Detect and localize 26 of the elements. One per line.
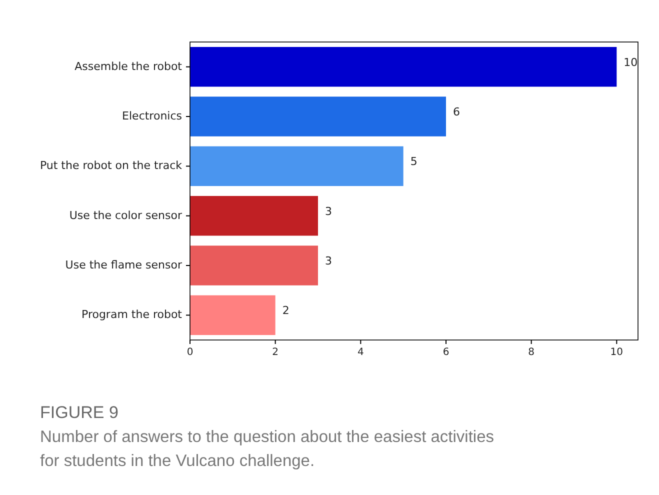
bar [190, 46, 617, 87]
y-tick-label: Assemble the robot [74, 60, 183, 73]
y-tick-label: Electronics [122, 110, 182, 123]
x-tick-label: 4 [357, 347, 364, 358]
x-tick-label: 0 [186, 347, 194, 358]
bar [190, 146, 404, 186]
bar [190, 96, 446, 136]
x-tick-label: 10 [610, 347, 624, 358]
data-label: 10 [624, 56, 638, 69]
y-tick-label: Use the color sensor [69, 208, 182, 222]
bar [190, 295, 276, 336]
data-label: 5 [410, 155, 418, 168]
x-tick-label: 6 [442, 347, 450, 358]
data-label: 6 [453, 106, 460, 119]
data-label: 2 [282, 304, 290, 318]
y-tick-label: Program the robot [82, 308, 183, 322]
bar [190, 196, 318, 236]
data-label: 3 [325, 204, 332, 218]
text: FIGURE 9 [40, 403, 118, 422]
x-tick-label: 2 [272, 347, 279, 358]
text: Number of answers to the question about the easiest activities for students in the Vulcano challenge. [40, 428, 494, 470]
y-tick-label: Put the robot on the track [40, 159, 183, 172]
bar [190, 246, 318, 286]
x-tick-label: 8 [528, 347, 535, 358]
y-tick-label: Use the flame sensor [65, 258, 182, 272]
data-label: 3 [325, 254, 332, 268]
